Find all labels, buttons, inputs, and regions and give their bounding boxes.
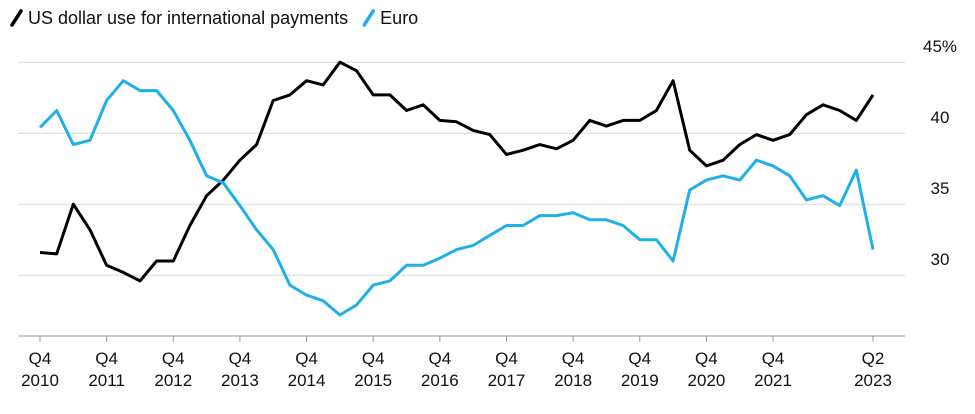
legend-swatch xyxy=(362,9,375,27)
series-line xyxy=(38,79,875,317)
y-tick-label: 45% xyxy=(923,37,957,56)
x-tick-label: Q4 2021 xyxy=(754,349,792,390)
x-tick-label: Q4 2010 xyxy=(21,349,59,390)
legend-swatch xyxy=(10,9,23,27)
x-tick-label: Q4 2011 xyxy=(88,349,125,390)
y-tick-label: 35 xyxy=(931,179,950,198)
x-tick-label: Q4 2020 xyxy=(687,349,725,390)
y-tick-label: 30 xyxy=(931,250,950,269)
legend-label: US dollar use for international payments xyxy=(28,8,348,28)
x-tick-label: Q4 2018 xyxy=(554,349,592,390)
x-tick-label: Q4 2017 xyxy=(488,349,526,390)
x-tick-label: Q4 2019 xyxy=(621,349,659,390)
legend-label: Euro xyxy=(380,8,418,28)
series-line xyxy=(39,60,875,283)
x-tick-label: Q4 2014 xyxy=(288,349,326,390)
x-tick-label: Q4 2015 xyxy=(354,349,392,390)
x-tick-label: Q4 2013 xyxy=(221,349,259,390)
x-tick-label: Q2 2023 xyxy=(854,349,892,390)
x-tick-label: Q4 2016 xyxy=(421,349,459,390)
x-tick-label: Q4 2012 xyxy=(154,349,192,390)
y-tick-label: 40 xyxy=(931,108,950,127)
